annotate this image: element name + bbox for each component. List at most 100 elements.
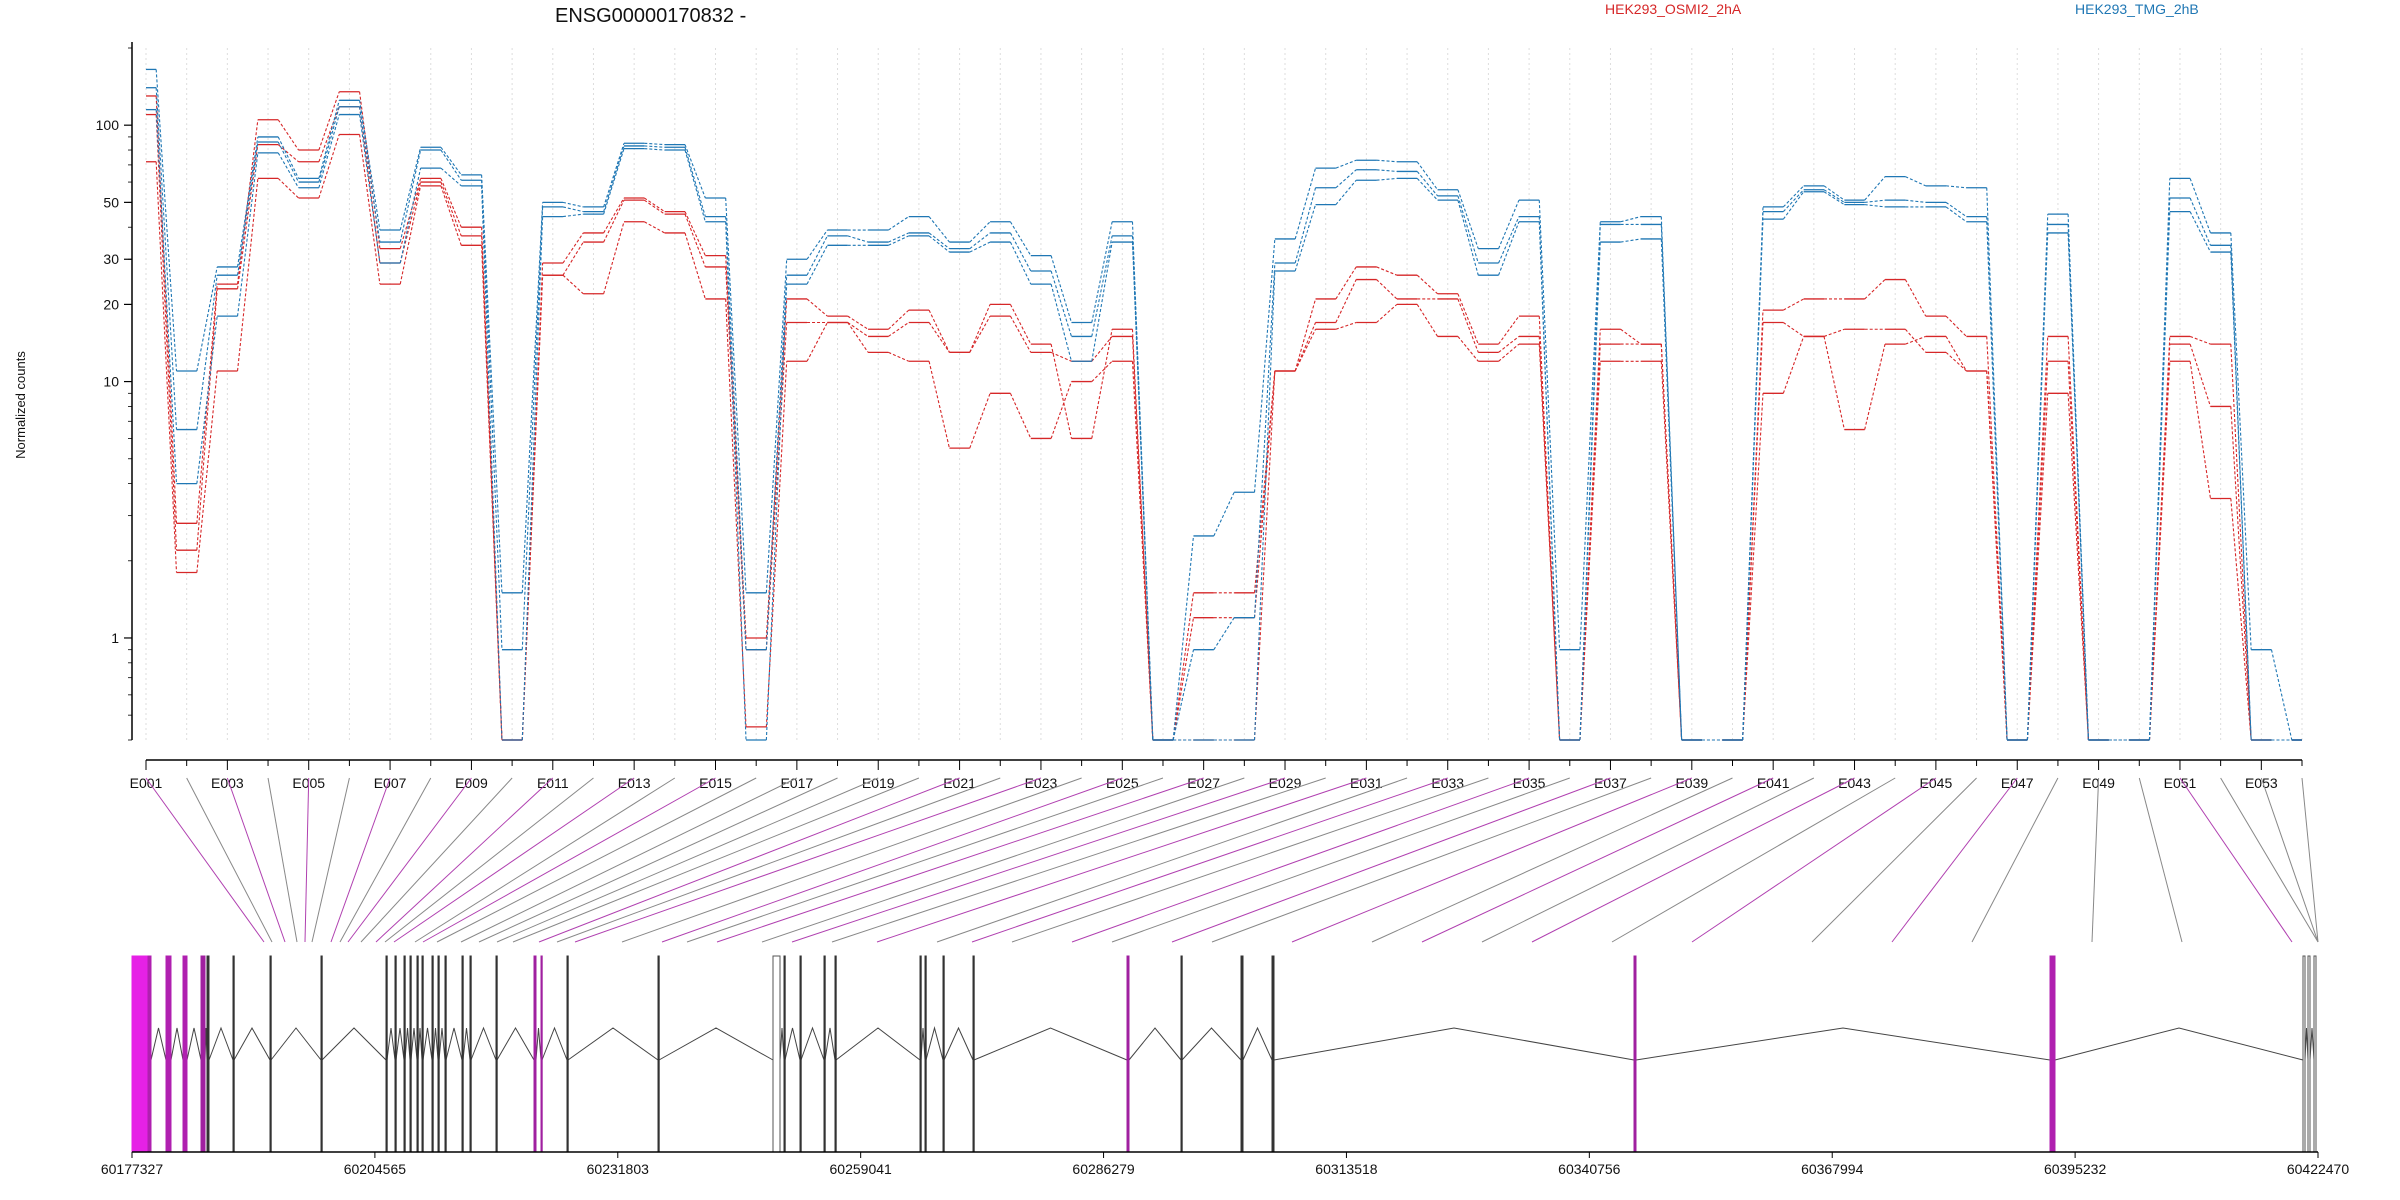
- series-connector: [155, 161, 178, 573]
- series-connector: [1864, 199, 1886, 203]
- series-connector: [888, 351, 909, 362]
- series-connector: [1335, 321, 1357, 330]
- series-connector: [359, 100, 381, 231]
- exon-connector: [436, 777, 757, 943]
- series-connector: [1091, 241, 1113, 362]
- series-connector: [440, 149, 462, 181]
- series-connector: [1294, 204, 1317, 272]
- series-connector: [1457, 293, 1479, 345]
- series-connector: [440, 178, 462, 228]
- series-connector: [1905, 176, 1926, 187]
- genome-tick-label: 60286279: [1072, 1161, 1135, 1177]
- series-connector: [725, 216, 747, 650]
- series-connector: [1416, 304, 1439, 337]
- series-connector: [765, 298, 788, 639]
- y-tick-label: 1: [111, 630, 119, 646]
- series-connector: [1335, 279, 1357, 323]
- series-connector: [1945, 336, 1967, 372]
- series-connector: [1416, 274, 1438, 295]
- series-connector: [969, 393, 991, 449]
- series-connector: [2189, 361, 2212, 499]
- y-axis-label: Normalized counts: [13, 351, 28, 459]
- exon-block: [533, 955, 537, 1153]
- series-connector: [603, 197, 625, 234]
- series-connector: [440, 181, 462, 237]
- series-connector: [765, 361, 788, 727]
- series-connector: [644, 148, 665, 151]
- series-connector: [644, 145, 665, 148]
- series-connector: [1742, 393, 1764, 741]
- exon-connector: [574, 777, 1042, 943]
- series-connector: [1091, 221, 1113, 323]
- exon-block: [495, 955, 498, 1153]
- series-connector: [1376, 303, 1398, 323]
- series-connector: [1986, 370, 2008, 741]
- series-connector: [318, 106, 340, 183]
- series-connector: [2148, 211, 2171, 741]
- series-connector: [765, 284, 788, 741]
- exon-block: [2313, 955, 2317, 1153]
- exon-connector: [1071, 777, 1530, 943]
- series-connector: [684, 213, 706, 268]
- series-connector: [440, 185, 462, 246]
- exon-connector: [1371, 777, 1733, 943]
- exon-tick-label: E031: [1350, 775, 1383, 791]
- exon-block: [320, 955, 323, 1153]
- series-connector: [928, 216, 950, 243]
- series-connector: [1457, 336, 1479, 362]
- y-tick-label: 20: [103, 296, 119, 312]
- series-line: [146, 108, 2302, 741]
- series-connector: [277, 144, 299, 163]
- series-connector: [562, 274, 584, 295]
- series-connector: [521, 275, 544, 741]
- exon-connector: [1171, 777, 1611, 943]
- exon-block: [165, 955, 172, 1153]
- series-connector: [1131, 242, 1154, 741]
- series-line: [146, 133, 2302, 741]
- series-connector: [1660, 216, 1683, 741]
- series-connector: [277, 136, 300, 179]
- series-connector: [969, 304, 991, 353]
- series-connector: [481, 185, 503, 741]
- exon-block: [409, 955, 412, 1153]
- exon-tick-label: E041: [1757, 775, 1790, 791]
- exon-block: [1633, 955, 1637, 1153]
- exon-block: [2302, 955, 2306, 1153]
- series-connector: [2189, 211, 2211, 253]
- series-connector: [1498, 216, 1520, 264]
- series-connector: [847, 322, 869, 337]
- exon-tick-label: E033: [1431, 775, 1464, 791]
- series-connector: [684, 232, 706, 300]
- series-connector: [399, 149, 422, 243]
- exon-block: [972, 955, 975, 1153]
- series-connector: [1335, 159, 1357, 169]
- series-connector: [888, 322, 910, 337]
- series-connector: [1009, 241, 1032, 285]
- series-connector: [1783, 322, 1804, 337]
- exon-connector: [2091, 777, 2100, 943]
- series-connector: [277, 152, 300, 189]
- series-connector: [765, 275, 788, 650]
- series-connector: [1457, 298, 1479, 353]
- series-connector: [2189, 178, 2211, 234]
- series-connector: [1213, 617, 1235, 650]
- series-connector: [1294, 167, 1317, 240]
- series-connector: [2026, 361, 2049, 741]
- gene-model: [131, 955, 2317, 1153]
- series-connector: [644, 197, 665, 213]
- series-connector: [1498, 343, 1520, 362]
- exon-connector: [761, 777, 1245, 943]
- series-connector: [399, 185, 422, 285]
- series-connector: [196, 275, 218, 430]
- series-connector: [1498, 199, 1520, 249]
- series-connector: [725, 298, 747, 727]
- series-connector: [806, 298, 828, 317]
- series-connector: [2189, 335, 2211, 345]
- series-connector: [196, 266, 218, 372]
- series-connector: [2230, 232, 2252, 650]
- exon-axis: E001 E003 E005 E007 E009 E011 E013 E015 E017 E019…: [130, 759, 2303, 791]
- exon-connector: [2260, 777, 2319, 943]
- series-connector: [1823, 328, 1845, 337]
- series-connector: [1864, 279, 1886, 300]
